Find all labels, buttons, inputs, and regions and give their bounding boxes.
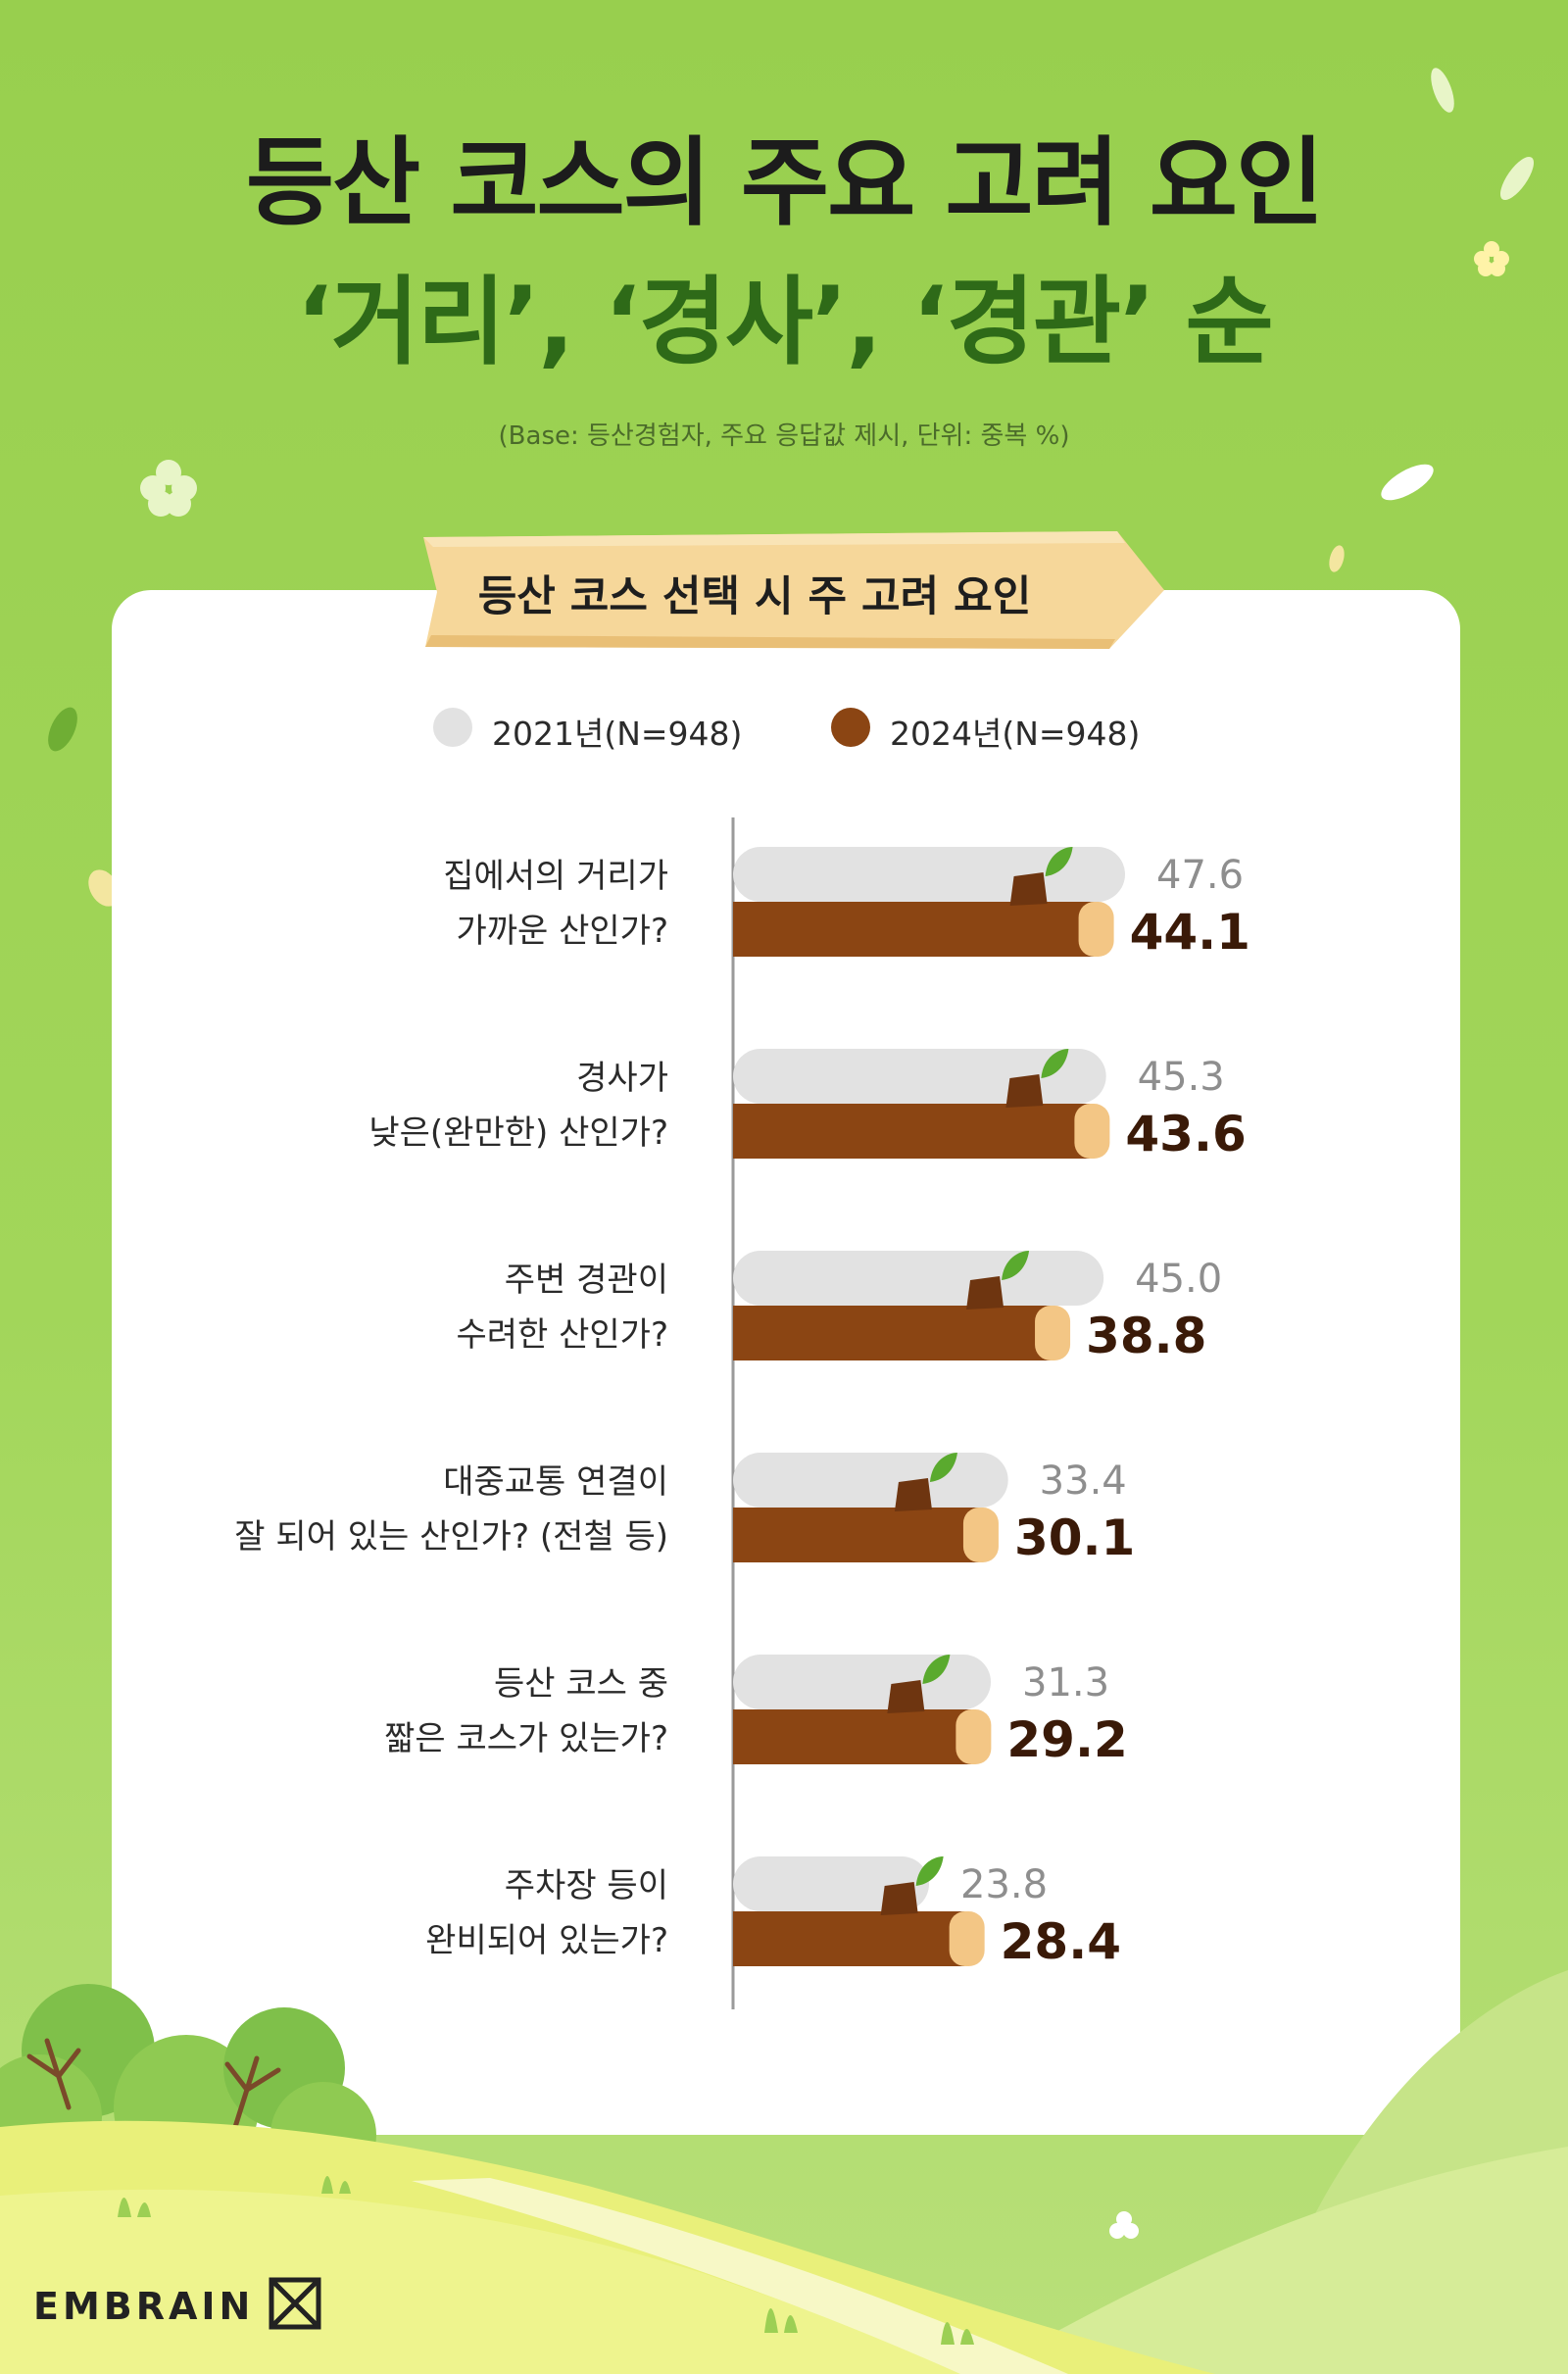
stump-icon (894, 1478, 932, 1511)
data-label-2021: 47.6 (1156, 853, 1244, 898)
flower-icon (1474, 241, 1509, 276)
category-label-line: 수려한 산인가? (456, 1315, 668, 1355)
bar-2024 (733, 1306, 1054, 1360)
legend-swatch-2024 (831, 708, 870, 747)
category-label-line: 대중교통 연결이 (443, 1462, 668, 1502)
category-label-line: 짧은 코스가 있는가? (384, 1719, 668, 1758)
legend-item-2021: 2021년(N=948) (433, 706, 747, 753)
stump-icon (887, 1680, 925, 1713)
data-label-2024: 28.4 (1001, 1913, 1121, 1970)
embrain-mark-icon (269, 2277, 321, 2330)
bar-2024 (733, 1709, 974, 1764)
category-label-line: 집에서의 거리가 (443, 857, 668, 896)
category-label-line: 완비되어 있는가? (425, 1921, 668, 1960)
flower-icon (1109, 2211, 1139, 2239)
data-label-2024: 29.2 (1006, 1711, 1127, 1768)
data-label-2024: 44.1 (1130, 904, 1250, 961)
log-end-icon (1074, 1104, 1110, 1159)
leaf-icon (915, 1856, 944, 1886)
data-label-2021: 31.3 (1022, 1660, 1109, 1706)
wooden-sign-banner (423, 531, 1164, 649)
branch-illustration (26, 2038, 281, 2130)
leaf-icon (88, 869, 120, 907)
bar-2024 (733, 902, 1097, 957)
category-label-line: 등산 코스 중 (493, 1664, 668, 1704)
log-end-icon (1035, 1306, 1071, 1360)
flower-icon (140, 460, 197, 517)
stump-icon (1009, 872, 1048, 906)
stump-icon (880, 1882, 918, 1915)
data-label-2024: 38.8 (1086, 1308, 1206, 1364)
bar-2024 (733, 1508, 981, 1562)
category-label-line: 경사가 (576, 1059, 668, 1098)
category-label-line: 주차장 등이 (504, 1866, 668, 1905)
leaf-icon (1041, 1049, 1069, 1078)
stump-icon (966, 1276, 1004, 1310)
page-title-line-1: 등산 코스의 주요 고려 요인 (245, 127, 1324, 239)
log-end-icon (1078, 902, 1114, 957)
page-title-line-2: ‘거리’, ‘경사’, ‘경관’ 순 (296, 267, 1273, 378)
data-label-2024: 30.1 (1014, 1509, 1135, 1566)
bar-2021 (733, 1655, 992, 1709)
legend-label-2024: 2024년(N=948) (890, 715, 1141, 753)
data-label-2024: 43.6 (1125, 1106, 1246, 1162)
logo-wordmark: EMBRAIN (33, 2285, 255, 2328)
leaf-icon (1045, 847, 1073, 876)
leaf-icon (922, 1655, 951, 1684)
leaf-icon (1381, 464, 1434, 501)
leaf-icon (929, 1453, 957, 1482)
data-label-2021: 45.0 (1135, 1257, 1222, 1302)
data-label-2021: 23.8 (960, 1862, 1048, 1907)
leaf-icon (48, 707, 77, 752)
leaf-icon (1329, 545, 1345, 572)
leaf-icon (1002, 1251, 1030, 1280)
legend-swatch-2021 (433, 708, 472, 747)
bar-2024 (733, 1104, 1093, 1159)
log-end-icon (962, 1508, 999, 1562)
category-label-line: 잘 되어 있는 산인가? (전철 등) (234, 1517, 668, 1557)
bar-2024 (733, 1911, 967, 1966)
legend-label-2021: 2021년(N=948) (492, 715, 743, 753)
banner-title: 등산 코스 선택 시 주 고려 요인 (477, 572, 1032, 621)
leaf-icon (1499, 156, 1535, 201)
category-label-line: 주변 경관이 (504, 1261, 668, 1300)
grass-icon (118, 2176, 974, 2345)
category-label-line: 가까운 산인가? (456, 912, 668, 951)
bar-2021 (733, 1856, 929, 1911)
data-label-2021: 45.3 (1138, 1055, 1225, 1100)
legend-item-2024: 2024년(N=948) (831, 706, 1145, 753)
log-end-icon (956, 1709, 992, 1764)
stump-icon (1005, 1074, 1044, 1108)
leaf-icon (1431, 68, 1454, 113)
subtitle: (Base: 등산경험자, 주요 응답값 제시, 단위: 중복 %) (498, 421, 1070, 451)
log-end-icon (949, 1911, 985, 1966)
data-label-2021: 33.4 (1040, 1459, 1127, 1504)
category-label-line: 낮은(완만한) 산인가? (368, 1113, 668, 1153)
